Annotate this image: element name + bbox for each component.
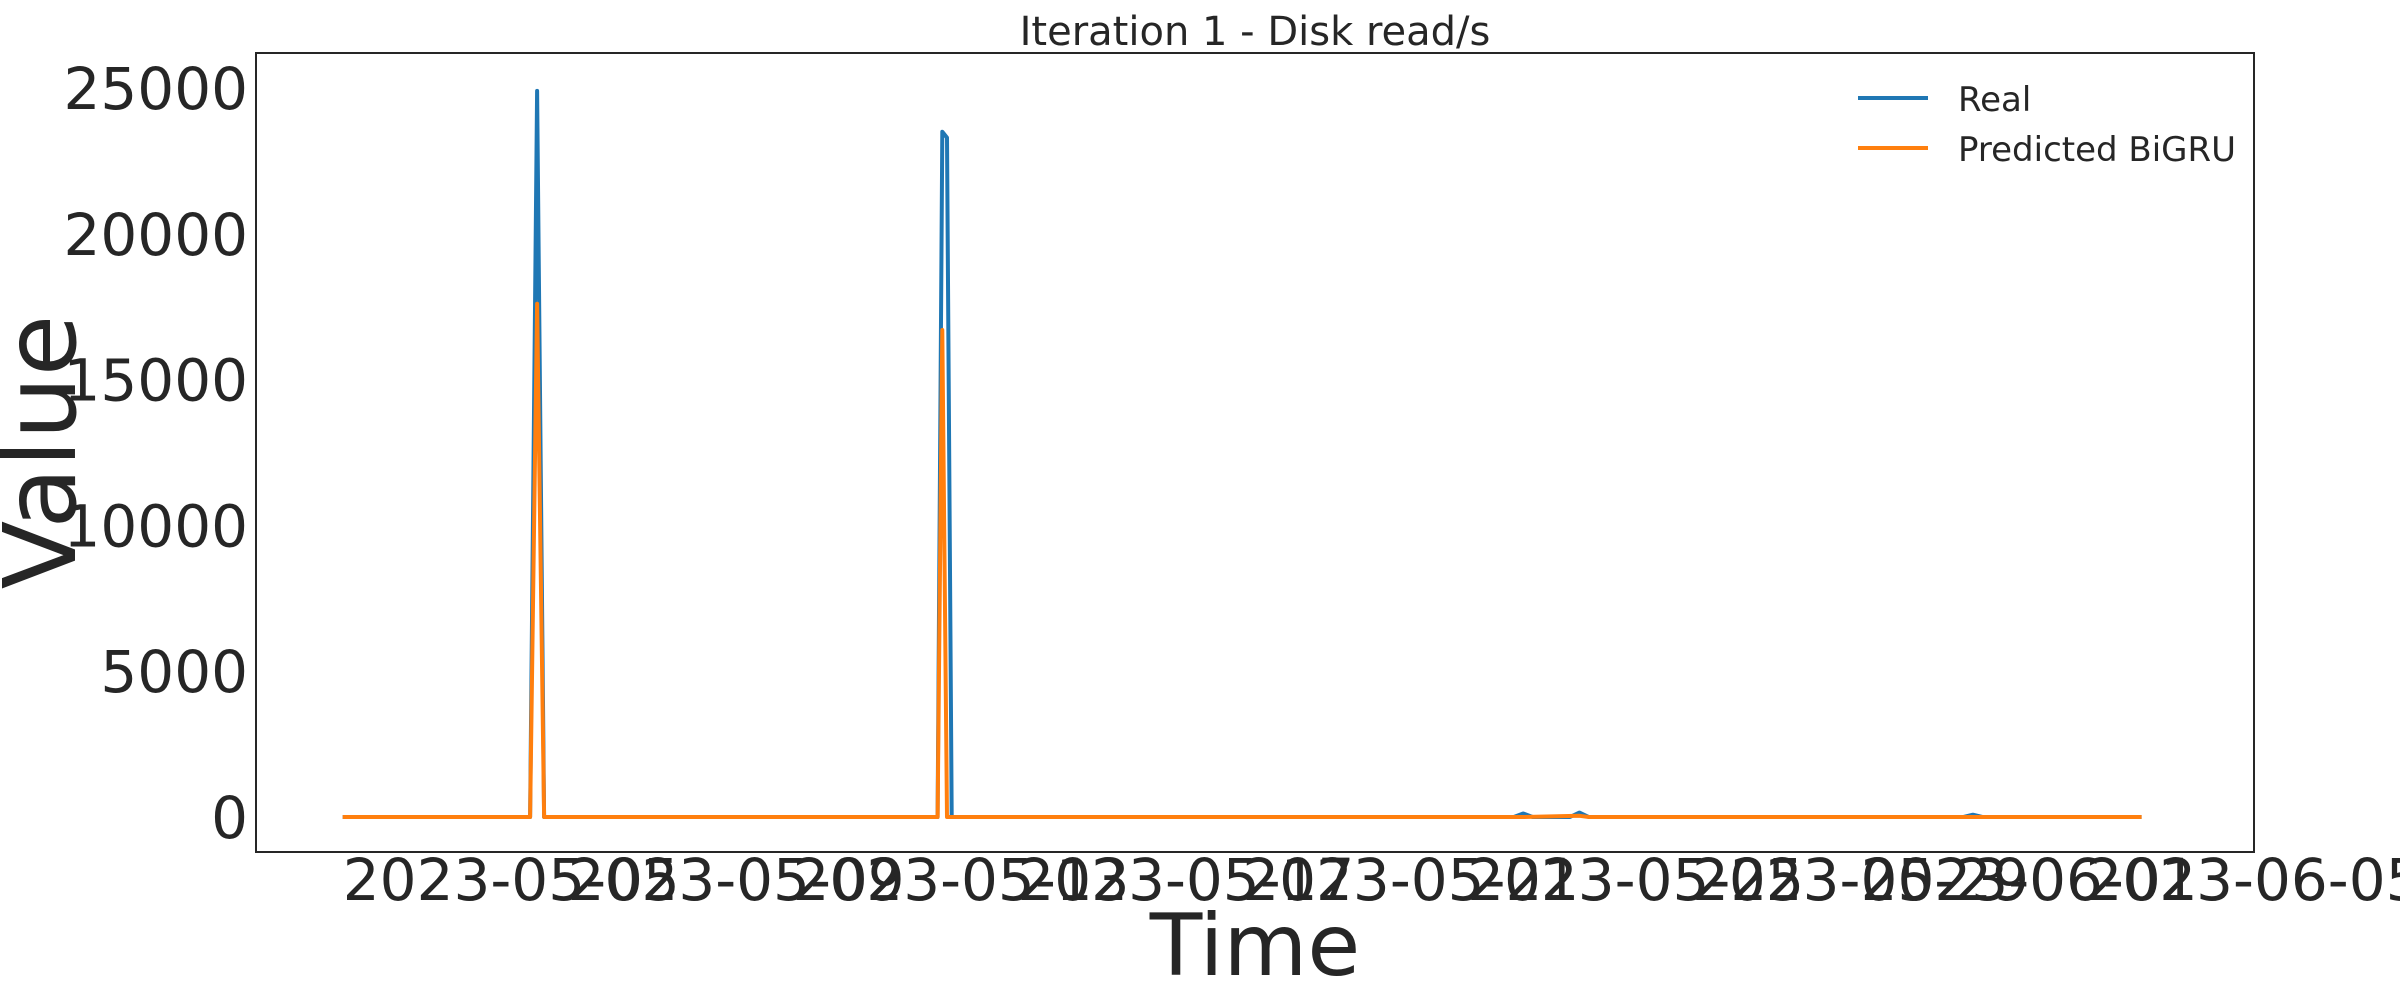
x-tick-label: 2023-05-25 [1467,846,1804,914]
x-tick-label: 2023-06-01 [1861,846,2198,914]
legend: Real Predicted BiGRU [1858,80,2236,170]
plot-frame [255,52,2255,853]
x-tick-label: 2023-05-17 [1017,846,1354,914]
legend-label-real: Real [1958,80,2031,120]
y-axis-label: Value [0,315,99,590]
y-tick-label: 10000 [63,492,248,560]
y-tick-label: 5000 [100,638,248,706]
y-tick-labels: 0 5000 10000 15000 20000 25000 [63,55,248,852]
series-layer [342,88,2142,819]
x-tick-label: 2023-05-29 [1692,846,2029,914]
x-tick-label: 2023-05-05 [343,846,680,914]
series-line-predicted-bigru [342,301,2142,819]
x-tick-labels: 2023-05-052023-05-092023-05-132023-05-17… [343,846,2400,914]
chart-title: Iteration 1 - Disk read/s [1020,9,1491,55]
x-tick-label: 2023-06-05 [2085,846,2400,914]
y-tick-label: 25000 [63,55,248,123]
x-tick-label: 2023-05-09 [568,846,905,914]
y-tick-label: 15000 [63,347,248,415]
x-tick-label: 2023-05-21 [1242,846,1579,914]
y-tick-label: 20000 [63,201,248,269]
x-axis-label: Time [1149,896,1360,996]
legend-label-predicted-bigru: Predicted BiGRU [1958,130,2236,170]
y-tick-label: 0 [211,784,248,852]
x-tick-label: 2023-05-13 [792,846,1129,914]
